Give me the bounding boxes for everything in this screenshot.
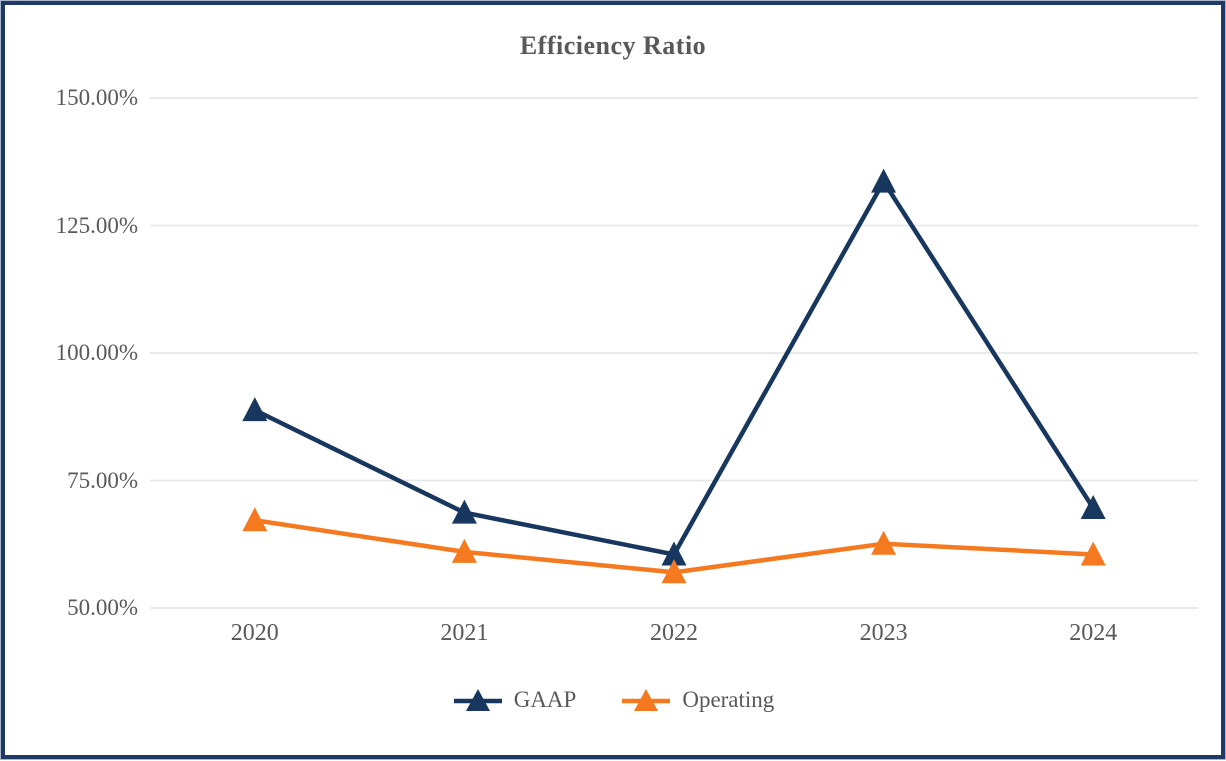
y-tick-label: 75.00%	[67, 467, 138, 493]
chart-title: Efficiency Ratio	[519, 31, 707, 60]
data-point-marker-gaap	[451, 499, 477, 524]
x-tick-label: 2021	[440, 620, 489, 646]
x-tick-label: 2020	[230, 620, 279, 646]
y-tick-label: 125.00%	[55, 212, 138, 238]
data-point-marker-operating	[1080, 541, 1106, 566]
y-tick-label: 150.00%	[55, 85, 138, 110]
chart-legend: GAAP Operating	[1, 685, 1225, 715]
legend-entry-gaap: GAAP	[452, 685, 577, 715]
data-point-marker-operating	[871, 530, 897, 555]
x-tick-label: 2023	[859, 620, 908, 646]
data-point-marker-gaap	[661, 541, 687, 566]
y-tick-label: 100.00%	[55, 340, 138, 365]
data-point-marker-gaap	[871, 168, 897, 193]
data-point-marker-operating	[661, 559, 687, 584]
data-point-marker-operating	[451, 538, 477, 563]
legend-label: Operating	[682, 687, 775, 712]
legend-marker-icon	[622, 689, 671, 711]
legend-label: GAAP	[513, 687, 577, 712]
x-tick-label: 2024	[1069, 620, 1118, 646]
x-tick-label: 2022	[650, 620, 698, 646]
legend-marker-icon	[453, 689, 502, 711]
series-line-gaap	[253, 177, 1096, 557]
data-point-marker-operating	[242, 507, 268, 532]
y-tick-label: 50.00%	[67, 595, 138, 620]
data-point-marker-gaap	[1080, 495, 1106, 520]
legend-entry-operating: Operating	[620, 685, 774, 715]
data-point-marker-gaap	[242, 397, 268, 422]
